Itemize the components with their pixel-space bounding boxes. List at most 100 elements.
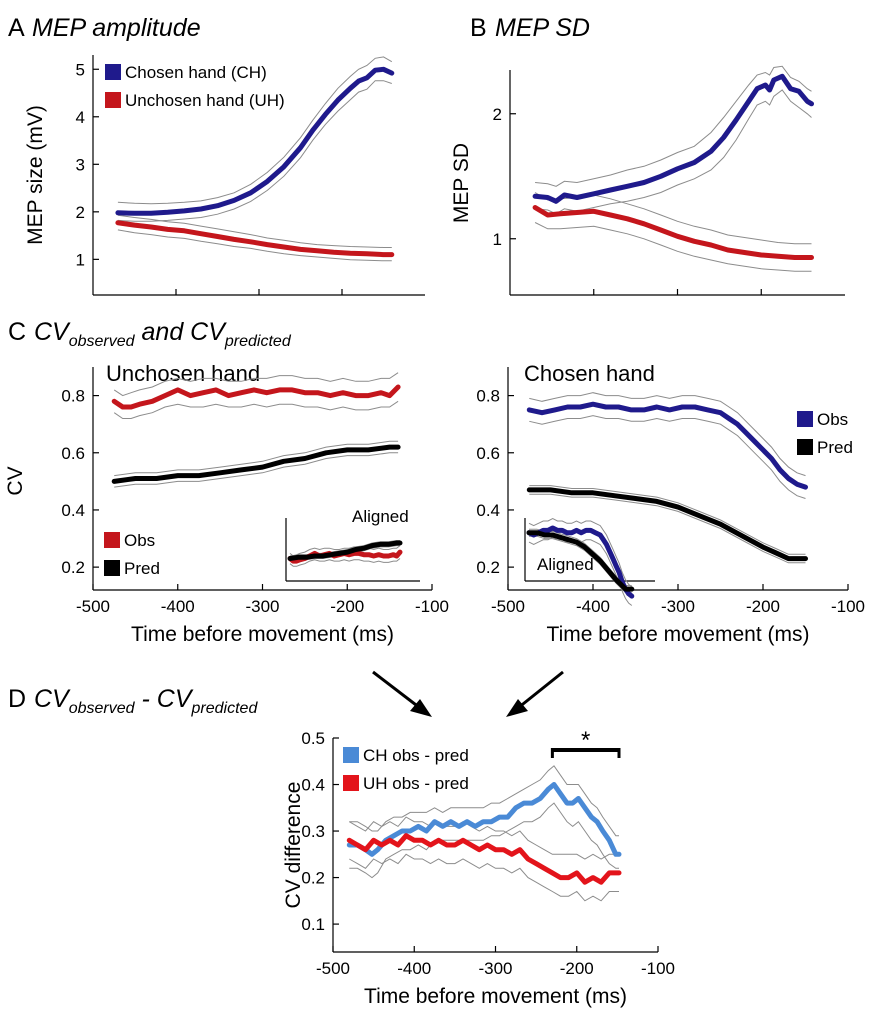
legend-swatch	[343, 747, 359, 763]
inset-ci-upper	[289, 545, 401, 557]
y-tick-label: 0.8	[61, 387, 85, 406]
panel-d-minus: - CV	[135, 685, 194, 713]
panel-d-sub2: predicted	[191, 700, 259, 717]
legend: Obs Pred	[104, 531, 160, 578]
x-tick-label: -200	[746, 597, 780, 616]
panel-c-chosen-chart: 0.2 0.4 0.6 0.8 -500 -400 -300 -200 -100 Time bef…	[476, 361, 865, 646]
series-ci-lower	[349, 802, 619, 879]
y-tick-label: 0.4	[301, 776, 325, 795]
panel-c-unchosen-chart: 0.2 0.4 0.6 0.8 -500 -400 -300 -200 -100 Time bef…	[4, 361, 449, 646]
x-axis-title: Time before movement (ms)	[131, 623, 394, 646]
legend-swatch	[105, 92, 121, 108]
legend-label: Obs	[124, 531, 155, 550]
inset-series-line	[526, 525, 635, 599]
chart-title: Unchosen hand	[106, 361, 260, 386]
chart-title: Chosen hand	[524, 361, 655, 386]
panel-title-d: CVobserved - CVpredicted	[34, 685, 258, 717]
y-tick-label: 2	[76, 203, 85, 222]
inset-ci-upper	[528, 518, 633, 588]
series-ci-upper	[529, 485, 806, 555]
y-tick-label: 0.8	[476, 387, 500, 406]
significance-bar: *	[550, 727, 621, 758]
legend-label: Obs	[817, 410, 848, 429]
legend: Obs Pred	[797, 410, 853, 457]
y-tick-label: 0.3	[301, 822, 325, 841]
y-tick-label: 0.4	[476, 501, 500, 520]
legend: CH obs - pred UH obs - pred	[343, 746, 469, 793]
panel-d-sub1: observed	[69, 700, 136, 717]
panel-c-cv1: CV	[34, 318, 71, 346]
inset-series-line	[526, 530, 635, 592]
x-tick-label: -100	[831, 597, 865, 616]
series-ci-upper	[113, 372, 399, 397]
y-axis-title: MEP SD	[450, 143, 473, 223]
series-line	[111, 384, 401, 410]
y-tick-label: 0.2	[476, 558, 500, 577]
x-tick-label: -400	[576, 597, 610, 616]
x-tick-label: -300	[245, 597, 279, 616]
panel-letter-c: C	[8, 318, 26, 346]
legend-label: Unchosen hand (UH)	[125, 91, 285, 110]
panel-c-sub1: observed	[69, 333, 136, 350]
arrow-left	[372, 670, 432, 717]
y-tick-label: 0.6	[476, 444, 500, 463]
panel-letter-b: B	[470, 14, 487, 42]
series-ci-upper	[535, 65, 812, 187]
series-ci-upper	[117, 214, 392, 248]
inset-series-line	[287, 540, 403, 561]
y-tick-label: 0.6	[61, 444, 85, 463]
series-ci-upper	[349, 816, 619, 860]
panel-letter-a: A	[8, 14, 25, 42]
panel-d-chart: 0.1 0.2 0.3 0.4 0.5 -500 -400 -300 -200 -100 Time …	[282, 727, 675, 1008]
y-axis-title: CV difference	[282, 782, 305, 909]
x-tick-label: -300	[661, 597, 695, 616]
series-line	[532, 205, 814, 260]
inset-label: Aligned	[352, 507, 409, 526]
x-tick-label: -200	[330, 597, 364, 616]
y-tick-label: 4	[76, 108, 85, 127]
legend-swatch	[797, 411, 813, 427]
legend-swatch	[797, 439, 813, 455]
series-line	[526, 401, 808, 490]
series-ci-lower	[113, 400, 399, 419]
panel-b-chart: 1 2 MEP SD	[450, 65, 845, 296]
panel-title-c: CVobserved and CVpredicted	[34, 318, 292, 350]
legend-swatch	[104, 532, 120, 548]
x-tick-label: -400	[161, 597, 195, 616]
y-tick-label: 1	[76, 250, 85, 269]
series-line	[111, 444, 401, 484]
panel-a-chart: 1 2 3 4 5 MEP size (mV) Chosen hand (CH) Unchos…	[24, 55, 425, 296]
legend-swatch	[104, 560, 120, 576]
x-tick-label: -100	[641, 959, 675, 978]
series-ci-lower	[114, 452, 399, 488]
x-tick-label: -500	[316, 959, 350, 978]
x-tick-label: -300	[478, 959, 512, 978]
y-tick-label: 3	[76, 155, 85, 174]
series-ci-lower	[534, 222, 812, 272]
legend: Chosen hand (CH) Unchosen hand (UH)	[105, 63, 285, 110]
y-tick-label: 0.2	[301, 869, 325, 888]
series-line	[346, 833, 622, 885]
legend-label: CH obs - pred	[363, 746, 469, 765]
x-tick-label: -200	[560, 959, 594, 978]
legend-swatch	[343, 775, 359, 791]
y-axis-title: CV	[4, 466, 27, 495]
series-ci-lower	[529, 415, 806, 499]
series-ci-upper	[114, 440, 399, 477]
arrow-right	[506, 670, 564, 717]
panel-letter-d: D	[8, 685, 26, 713]
inset-ci-lower	[289, 558, 401, 567]
significance-star: *	[581, 727, 590, 754]
series-line	[346, 782, 622, 857]
y-axis-title: MEP size (mV)	[24, 105, 47, 245]
y-tick-label: 1	[493, 230, 502, 249]
x-axis-title: Time before movement (ms)	[364, 985, 627, 1008]
x-axis-title: Time before movement (ms)	[547, 623, 810, 646]
panel-title-a: MEP amplitude	[32, 14, 201, 42]
series-ci-upper	[349, 765, 619, 837]
y-tick-label: 0.4	[61, 501, 85, 520]
legend-label: Pred	[124, 559, 160, 578]
series-ci-lower	[117, 229, 392, 262]
y-tick-label: 5	[76, 60, 85, 79]
